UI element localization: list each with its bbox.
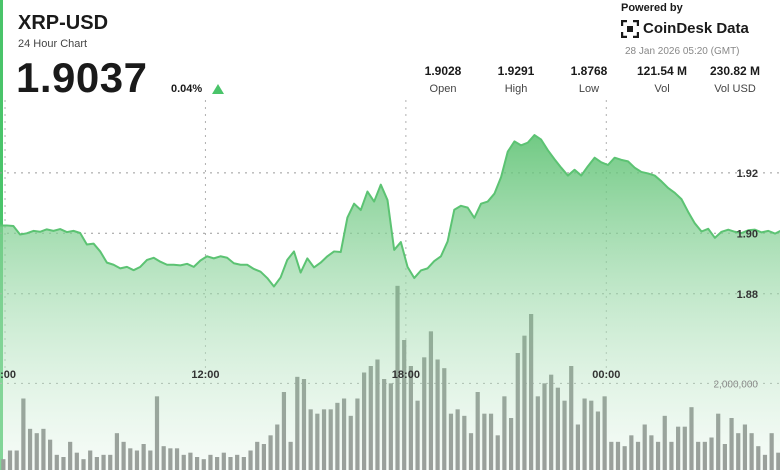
x-tick-label: 6:00 — [0, 369, 16, 381]
stat-vol-usd-value: 230.82 M — [709, 64, 761, 78]
price-change-percent: 0.04% — [171, 83, 203, 95]
stat-vol-value: 121.54 M — [636, 64, 688, 78]
axis-labels: 1.92 1.90 1.88 2,000,000 6:00 12:00 18:00 00:00 — [0, 168, 758, 390]
price-area-fill — [0, 135, 780, 470]
volume-tick-label: 2,000,000 — [714, 379, 759, 390]
stat-low-value: 1.8768 — [570, 64, 608, 78]
x-tick-label: 12:00 — [191, 369, 219, 381]
x-tick-label: 18:00 — [392, 369, 420, 381]
chart-subtitle: 24 Hour Chart — [18, 38, 88, 50]
y-tick-label: 1.88 — [737, 289, 758, 301]
current-price: 1.9037 — [16, 54, 148, 101]
stat-open: 1.9028 Open — [420, 64, 466, 95]
symbol-title: XRP-USD — [18, 12, 109, 34]
y-tick-label: 1.92 — [737, 168, 758, 180]
powered-by-label: Powered by — [621, 2, 683, 14]
brand-name: CoinDesk Data — [643, 20, 749, 37]
stat-high: 1.9291 High — [493, 64, 539, 95]
stat-low: 1.8768 Low — [566, 64, 612, 95]
stat-low-label: Low — [578, 83, 600, 95]
stat-vol-label: Vol — [654, 83, 670, 95]
stat-vol: 121.54 M Vol — [630, 64, 694, 95]
stat-vol-usd: 230.82 M Vol USD — [703, 64, 767, 95]
stat-high-label: High — [504, 83, 528, 95]
y-tick-label: 1.90 — [737, 228, 758, 240]
x-tick-label: 00:00 — [592, 369, 620, 381]
data-timestamp: 28 Jan 2026 05:20 (GMT) — [625, 46, 740, 57]
up-triangle-icon — [212, 84, 224, 94]
coindesk-logo-icon — [621, 20, 639, 38]
stat-open-value: 1.9028 — [424, 64, 462, 78]
stat-vol-usd-label: Vol USD — [714, 83, 756, 95]
price-area-layer — [0, 134, 780, 470]
stat-high-value: 1.9291 — [497, 64, 535, 78]
price-line — [0, 134, 780, 288]
stat-open-label: Open — [429, 83, 457, 95]
